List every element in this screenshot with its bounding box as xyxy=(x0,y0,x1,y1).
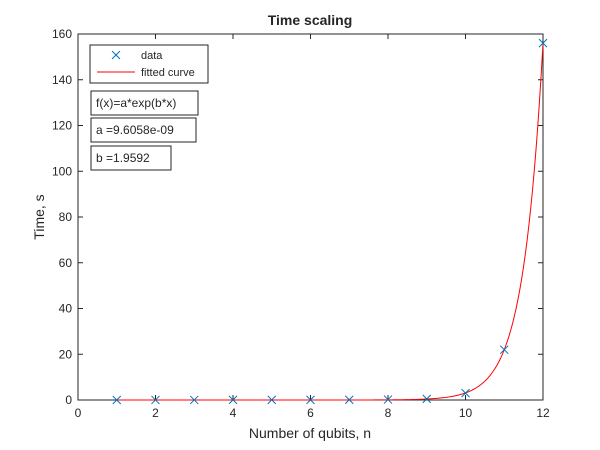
x-axis-label: Number of qubits, n xyxy=(249,425,371,441)
annotation-formula: f(x)=a*exp(b*x) xyxy=(90,90,199,116)
data-point-marker xyxy=(267,395,277,405)
y-tick-label: 120 xyxy=(52,119,72,133)
y-tick-label: 100 xyxy=(52,164,72,178)
data-point-marker xyxy=(383,395,393,404)
y-tick-label: 140 xyxy=(52,73,72,87)
plot-area xyxy=(77,33,544,401)
data-point-marker xyxy=(151,395,160,405)
annotation-a: a =9.6058e-09 xyxy=(90,117,197,143)
annotation-b-text: b =1.9592 xyxy=(96,151,150,165)
legend-box xyxy=(89,44,209,84)
data-point-marker xyxy=(461,388,470,398)
legend: data fitted curve xyxy=(89,44,209,84)
y-tick-label: 160 xyxy=(52,27,72,41)
x-tick-label: 8 xyxy=(385,406,392,420)
data-point-marker xyxy=(499,345,509,355)
x-tick-label: 10 xyxy=(459,406,473,420)
fitted-curve-line xyxy=(116,43,544,401)
x-tick-label: 2 xyxy=(152,406,159,420)
data-point-marker xyxy=(422,394,432,404)
data-point-marker xyxy=(228,395,238,405)
annotation-a-text: a =9.6058e-09 xyxy=(96,123,174,137)
data-point-marker xyxy=(538,38,548,48)
legend-marker-x-icon xyxy=(111,50,121,60)
data-point-marker xyxy=(306,395,315,405)
annotation-formula-text: f(x)=a*exp(b*x) xyxy=(96,96,176,110)
y-tick-label: 40 xyxy=(59,302,73,316)
y-tick-label: 60 xyxy=(59,256,73,270)
y-tick-label: 80 xyxy=(59,210,73,224)
fitted-curve-layer xyxy=(116,43,544,401)
legend-label-data: data xyxy=(141,50,163,62)
annotation-b: b =1.9592 xyxy=(90,145,172,171)
data-point-marker xyxy=(112,395,122,405)
y-axis-label: Time, s xyxy=(31,194,47,239)
data-point-marker xyxy=(344,395,354,405)
data-point-marker xyxy=(189,395,199,405)
y-tick-label: 20 xyxy=(59,347,73,361)
x-tick-label: 0 xyxy=(75,406,82,420)
x-tick-label: 12 xyxy=(536,406,550,420)
chart-title: Time scaling xyxy=(268,12,353,28)
x-tick-label: 4 xyxy=(230,406,237,420)
data-markers-layer xyxy=(112,38,548,405)
y-tick-label: 0 xyxy=(65,393,72,407)
legend-label-fitted-curve: fitted curve xyxy=(141,67,195,79)
x-tick-label: 6 xyxy=(307,406,314,420)
